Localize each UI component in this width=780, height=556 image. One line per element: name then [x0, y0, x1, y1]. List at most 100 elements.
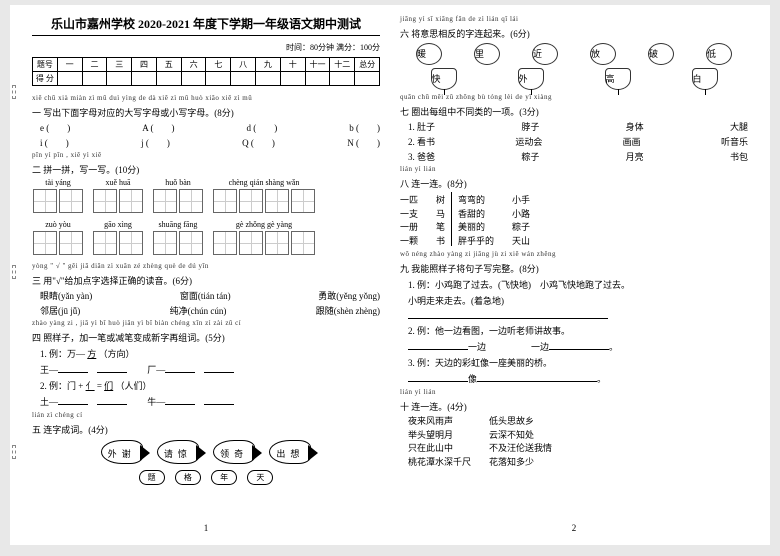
s4-ex1: 1. 例：万— 方 （方向）: [32, 347, 380, 360]
cell: [256, 72, 281, 86]
circle-char: 格: [175, 470, 201, 485]
item: j ( ): [141, 136, 170, 149]
exam-timing: 时间：80分钟 满分：100分: [32, 42, 380, 53]
item: 2. 看书: [408, 135, 435, 148]
item: 小手: [512, 194, 530, 208]
leaf-icon: 暖: [416, 43, 442, 65]
item: 脖子: [521, 120, 539, 133]
s7-r2: 2. 看书 运动会 画画 听音乐: [400, 135, 748, 148]
s6-head: 六 将意思相反的字连起来。(6分): [400, 27, 748, 40]
item: 一颗: [400, 235, 418, 249]
cell: [82, 72, 107, 86]
cell: 六: [181, 58, 206, 72]
page-number-2: 2: [572, 523, 577, 533]
grid-group: huǒ bàn: [152, 178, 204, 214]
cell: 五: [156, 58, 181, 72]
circle-char: 题: [139, 470, 165, 485]
s8-body: 一匹 一支 一册 一颗 树 马 笔 书 弯弯的 香甜的 美丽的 胖: [400, 192, 748, 250]
cell: [181, 72, 206, 86]
cell: 一: [57, 58, 82, 72]
s10-head: 十 连一连。(4分): [400, 400, 748, 413]
s9-q1a: 1. 例：小鸡跑了过去。(飞快地) 小鸡飞快地跑了过去。: [400, 278, 748, 291]
char-grid: [213, 189, 237, 213]
fish-char: 想: [290, 447, 299, 460]
cell: 二: [82, 58, 107, 72]
s6-lamps: 快 外 高 白: [400, 68, 748, 90]
grid-label: shuāng fāng: [152, 220, 204, 229]
char-grid: [179, 231, 203, 255]
item: e ( ): [40, 121, 70, 134]
s2-row1: tài yáng xuě huā huǒ bàn chèng qián shàn…: [32, 178, 380, 214]
item: 只在此山中: [408, 442, 471, 456]
item: 不及汪伦送我情: [489, 442, 552, 456]
cell: [280, 72, 305, 86]
label: 2. 例：门 +: [40, 381, 83, 391]
char-grid: [33, 189, 57, 213]
item: 弯弯的: [458, 194, 494, 208]
s6-pinyin: jiāng yì sī xiāng fǎn de zì lián qǐ lái: [400, 15, 748, 23]
col: 小手 小路 粽子 天山: [512, 194, 530, 248]
item: 厂—: [147, 365, 165, 375]
char-grid: [239, 231, 263, 255]
worksheet-page: 乐山市嘉州学校 2020-2021 年度下学期一年级语文期中测试 时间：80分钟…: [10, 5, 770, 545]
char-grid: [93, 189, 117, 213]
cell: [156, 72, 181, 86]
grid-group: tài yáng: [32, 178, 84, 214]
item: Q ( ): [242, 136, 275, 149]
s8-right: 弯弯的 香甜的 美丽的 胖乎乎的 小手 小路 粽子 天山: [458, 194, 530, 248]
item: 花落知多少: [489, 456, 552, 470]
blank: [97, 396, 127, 405]
cell: [57, 72, 82, 86]
item: 窗面(tián tán): [180, 289, 231, 302]
s10-body: 夜来风雨声 举头望明月 只在此山中 桃花潭水深千尺 低头思故乡 云深不知处 不及…: [400, 415, 748, 469]
item: 夜来风雨声: [408, 415, 471, 429]
cell: 得 分: [33, 72, 58, 86]
text: 一边 一边: [468, 342, 549, 352]
grid-label: huǒ bàn: [152, 178, 204, 187]
fish-char: 谢: [122, 447, 131, 460]
item: 纯净(chún cún): [170, 304, 227, 317]
col: 弯弯的 香甜的 美丽的 胖乎乎的: [458, 194, 494, 248]
score-table: 题号 一 二 三 四 五 六 七 八 九 十 十一 十二 总分 得 分: [32, 57, 380, 86]
leaf-icon: 放: [590, 43, 616, 65]
cell: [305, 72, 330, 86]
item: 3. 爸爸: [408, 150, 435, 163]
answer: 方: [87, 349, 96, 359]
fish-icon: 外谢: [101, 440, 143, 464]
item: 牛—: [147, 397, 165, 407]
char-grid: [93, 231, 117, 255]
s5-fish-row: 外谢 请惊 领奇 出想: [32, 438, 380, 466]
page-number-1: 1: [204, 523, 209, 533]
blank: [204, 396, 234, 405]
item: 书: [436, 235, 445, 249]
cell: 八: [231, 58, 256, 72]
fish-char: 奇: [234, 447, 243, 460]
s4-pinyin: zhào yàng zi , jiā yì bǐ huò jiǎn yì bǐ …: [32, 319, 380, 327]
item: 云深不知处: [489, 429, 552, 443]
text: 像: [468, 374, 477, 384]
s8-pinyin: lián yì lián: [400, 165, 748, 173]
item: 画画: [623, 135, 641, 148]
item: 美丽的: [458, 221, 494, 235]
char-grid: [265, 189, 289, 213]
exam-title: 乐山市嘉州学校 2020-2021 年度下学期一年级语文期中测试: [32, 15, 380, 32]
cell: 十二: [330, 58, 355, 72]
fish-icon: 出想: [269, 440, 311, 464]
cell: 三: [107, 58, 132, 72]
item: 月亮: [626, 150, 644, 163]
word: （人们）: [115, 381, 151, 391]
cell: 十一: [305, 58, 330, 72]
leaf-icon: 破: [648, 43, 674, 65]
score-header-row: 题号 一 二 三 四 五 六 七 八 九 十 十一 十二 总分: [33, 58, 380, 72]
cell: 九: [256, 58, 281, 72]
item: N ( ): [347, 136, 380, 149]
char-grid: [59, 231, 83, 255]
item: 一支: [400, 208, 418, 222]
item: 桃花潭水深千尺: [408, 456, 471, 470]
answer: 们: [104, 381, 113, 391]
item: 邻居(jū jǖ): [40, 304, 80, 317]
fish-char: 惊: [178, 447, 187, 460]
s7-pinyin: quān chū měi zǔ zhōng bù tóng lèi de yī …: [400, 93, 748, 101]
item: 香甜的: [458, 208, 494, 222]
char-grid: [119, 231, 143, 255]
